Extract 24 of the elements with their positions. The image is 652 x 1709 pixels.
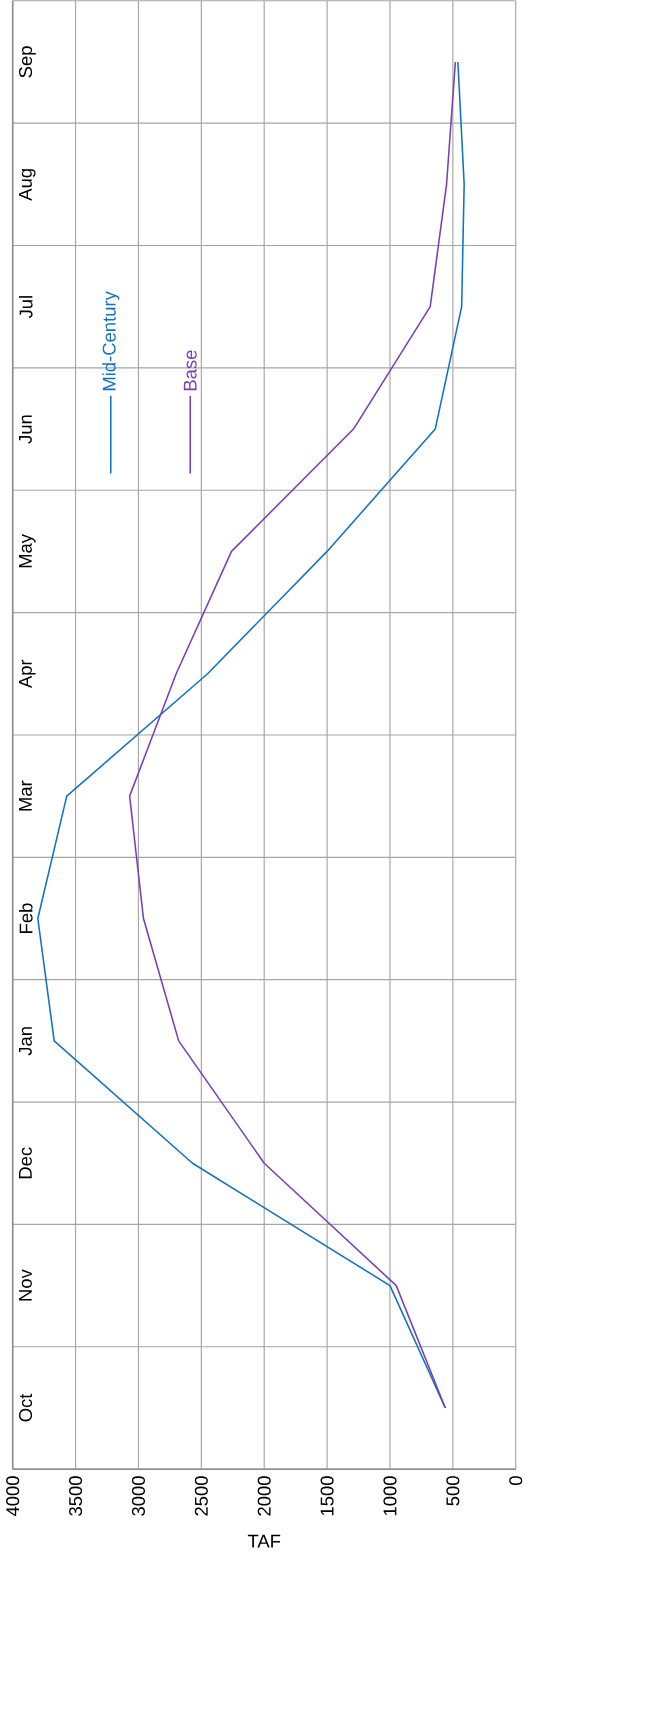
- x-tick-label: 4000: [6, 1476, 20, 1517]
- y-tick-label: Jun: [19, 415, 33, 444]
- y-tick-label: Nov: [19, 1269, 33, 1301]
- x-tick-label: 500: [446, 1476, 460, 1506]
- x-tick-label: 3000: [132, 1476, 146, 1516]
- y-tick-label: Jul: [19, 296, 33, 319]
- x-tick-label: 3500: [69, 1476, 83, 1516]
- text: Base: [183, 350, 197, 391]
- x-axis-title: TAF: [248, 1534, 281, 1548]
- y-tick-label: Jan: [19, 1027, 33, 1056]
- y-tick-label: Dec: [19, 1147, 33, 1179]
- y-tick-label: Apr: [19, 659, 36, 689]
- y-tick-label: Oct: [19, 1393, 33, 1422]
- x-tick-label: 1500: [320, 1476, 334, 1516]
- y-tick-label: Aug: [19, 169, 36, 201]
- y-tick-label: Feb: [19, 903, 33, 933]
- x-tick-label: 2500: [194, 1476, 209, 1516]
- x-tick-label: 0: [509, 1476, 523, 1486]
- x-tick-label: 2000: [257, 1476, 271, 1516]
- y-tick-label: Sep: [19, 46, 36, 78]
- y-tick-label: Mar: [19, 780, 33, 811]
- x-tick-label: 1000: [383, 1476, 397, 1516]
- y-tick-label: May: [19, 534, 36, 568]
- text: Mid-Century: [102, 291, 120, 391]
